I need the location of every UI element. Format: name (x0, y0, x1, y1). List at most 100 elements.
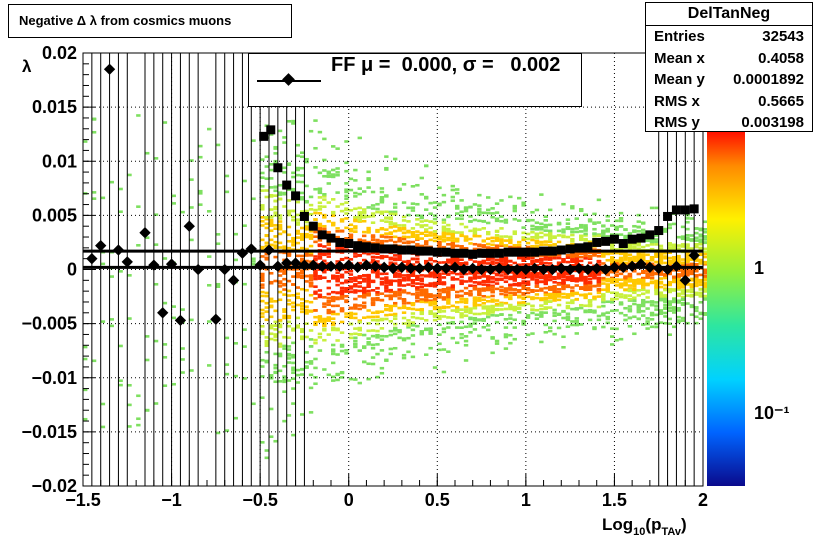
heat-cell (357, 220, 362, 223)
heat-cell (468, 284, 473, 288)
heat-cell (118, 344, 123, 348)
heat-cell (561, 202, 566, 206)
heat-cell (468, 289, 473, 293)
heat-cell (455, 259, 460, 262)
heat-cell (539, 222, 544, 226)
heat-cell (481, 273, 486, 277)
heat-cell (530, 224, 535, 228)
heat-cell (455, 256, 460, 260)
heat-cell (441, 218, 447, 222)
rms-point (636, 233, 646, 243)
heat-cell (273, 320, 278, 324)
heat-cell (441, 370, 447, 374)
heat-cell (419, 332, 424, 336)
heat-cell (574, 262, 579, 265)
heat-cell (477, 193, 482, 197)
heat-cell (676, 294, 681, 297)
heat-cell (339, 293, 345, 296)
heat-cell (579, 273, 584, 276)
heat-cell (556, 222, 562, 226)
heat-cell (304, 225, 309, 229)
heat-cell (508, 297, 513, 301)
heat-cell (83, 357, 88, 361)
heat-cell (556, 298, 562, 302)
heat-cell (685, 272, 690, 275)
heat-cell (384, 359, 389, 362)
heat-cell (565, 218, 571, 221)
heat-cell (446, 294, 451, 298)
heat-cell (384, 155, 389, 158)
heat-cell (432, 239, 438, 243)
heat-cell (379, 256, 385, 260)
heat-cell (450, 309, 455, 312)
heat-cell (654, 281, 659, 285)
heat-cell (503, 335, 509, 339)
heat-cell (490, 215, 495, 219)
heat-cell (472, 218, 478, 222)
heat-cell (322, 198, 327, 201)
heat-cell (534, 232, 540, 236)
heat-cell (335, 296, 340, 299)
heat-cell (282, 141, 287, 144)
heat-cell (344, 197, 349, 201)
heat-cell (548, 276, 553, 279)
heat-cell (331, 145, 336, 148)
heat-cell (375, 228, 380, 232)
heat-cell (689, 313, 695, 316)
heat-cell (698, 233, 703, 237)
heat-cell (446, 302, 451, 305)
heat-cell (366, 289, 371, 293)
heat-cell (499, 301, 504, 305)
heat-cell (397, 258, 402, 262)
heat-cell (490, 336, 495, 339)
heat-cell (459, 279, 464, 283)
heat-cell (379, 277, 385, 280)
heat-cell (264, 222, 269, 226)
heat-cell (264, 195, 269, 199)
heat-cell (410, 292, 416, 296)
heat-cell (410, 302, 416, 306)
heat-cell (698, 238, 703, 241)
heat-cell (703, 311, 708, 315)
heat-cell (326, 255, 331, 258)
heat-cell (388, 288, 393, 292)
mean-point (174, 314, 187, 327)
heat-cell (322, 368, 327, 371)
heat-cell (353, 226, 358, 230)
heat-cell (672, 308, 677, 312)
heat-cell (189, 206, 194, 209)
heat-cell (472, 281, 478, 284)
heat-cell (393, 290, 398, 294)
heat-cell (556, 313, 562, 317)
heat-cell (543, 281, 548, 284)
heat-cell (322, 302, 327, 306)
heat-cell (291, 241, 296, 244)
heat-cell (326, 247, 331, 251)
heat-cell (463, 225, 469, 229)
heat-cell (291, 371, 296, 375)
rms-point (645, 230, 655, 240)
heat-cell (397, 283, 402, 286)
heat-cell (459, 312, 464, 315)
heat-cell (561, 275, 566, 279)
heat-cell (277, 280, 283, 284)
heat-cell (388, 220, 393, 224)
heat-cell (348, 336, 354, 340)
heat-cell (601, 276, 606, 280)
heat-cell (308, 310, 314, 313)
heat-cell (100, 425, 106, 429)
heat-cell (286, 345, 292, 348)
heat-cell (689, 238, 695, 242)
heat-cell (636, 289, 641, 292)
heat-cell (388, 347, 393, 351)
heat-cell (565, 253, 571, 257)
heat-cell (623, 283, 628, 287)
heat-cell (570, 258, 575, 262)
heat-cell (291, 119, 296, 123)
heat-cell (556, 293, 562, 296)
heat-cell (393, 206, 398, 209)
heat-cell (317, 201, 323, 205)
heat-cell (587, 254, 593, 258)
heat-cell (224, 336, 230, 340)
heat-cell (375, 290, 380, 294)
